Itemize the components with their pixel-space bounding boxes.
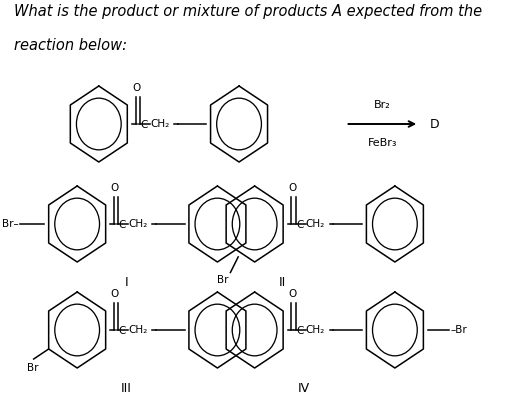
Text: I: I bbox=[125, 276, 129, 289]
Text: O: O bbox=[288, 183, 296, 193]
Text: O: O bbox=[132, 83, 141, 93]
Text: O: O bbox=[288, 289, 296, 299]
Text: C: C bbox=[296, 325, 304, 335]
Text: CH₂: CH₂ bbox=[128, 325, 148, 335]
Text: reaction below:: reaction below: bbox=[14, 38, 127, 53]
Text: C: C bbox=[118, 220, 126, 229]
Text: Br: Br bbox=[27, 363, 39, 373]
Text: –Br: –Br bbox=[450, 325, 467, 335]
Text: CH₂: CH₂ bbox=[128, 219, 148, 229]
Text: Br₂: Br₂ bbox=[374, 100, 391, 110]
Text: CH₂: CH₂ bbox=[306, 325, 325, 335]
Text: Br–: Br– bbox=[2, 219, 19, 229]
Text: D: D bbox=[430, 117, 439, 131]
Text: What is the product or mixture of products A expected from the: What is the product or mixture of produc… bbox=[14, 4, 482, 19]
Text: III: III bbox=[121, 382, 132, 395]
Text: O: O bbox=[111, 183, 119, 193]
Text: CH₂: CH₂ bbox=[150, 119, 169, 129]
Text: FeBr₃: FeBr₃ bbox=[368, 138, 397, 148]
Text: C: C bbox=[140, 119, 148, 129]
Text: C: C bbox=[118, 325, 126, 335]
Text: O: O bbox=[111, 289, 119, 299]
Text: CH₂: CH₂ bbox=[306, 219, 325, 229]
Text: II: II bbox=[279, 276, 286, 289]
Text: C: C bbox=[296, 220, 304, 229]
Text: IV: IV bbox=[298, 382, 310, 395]
Text: Br: Br bbox=[217, 276, 229, 286]
